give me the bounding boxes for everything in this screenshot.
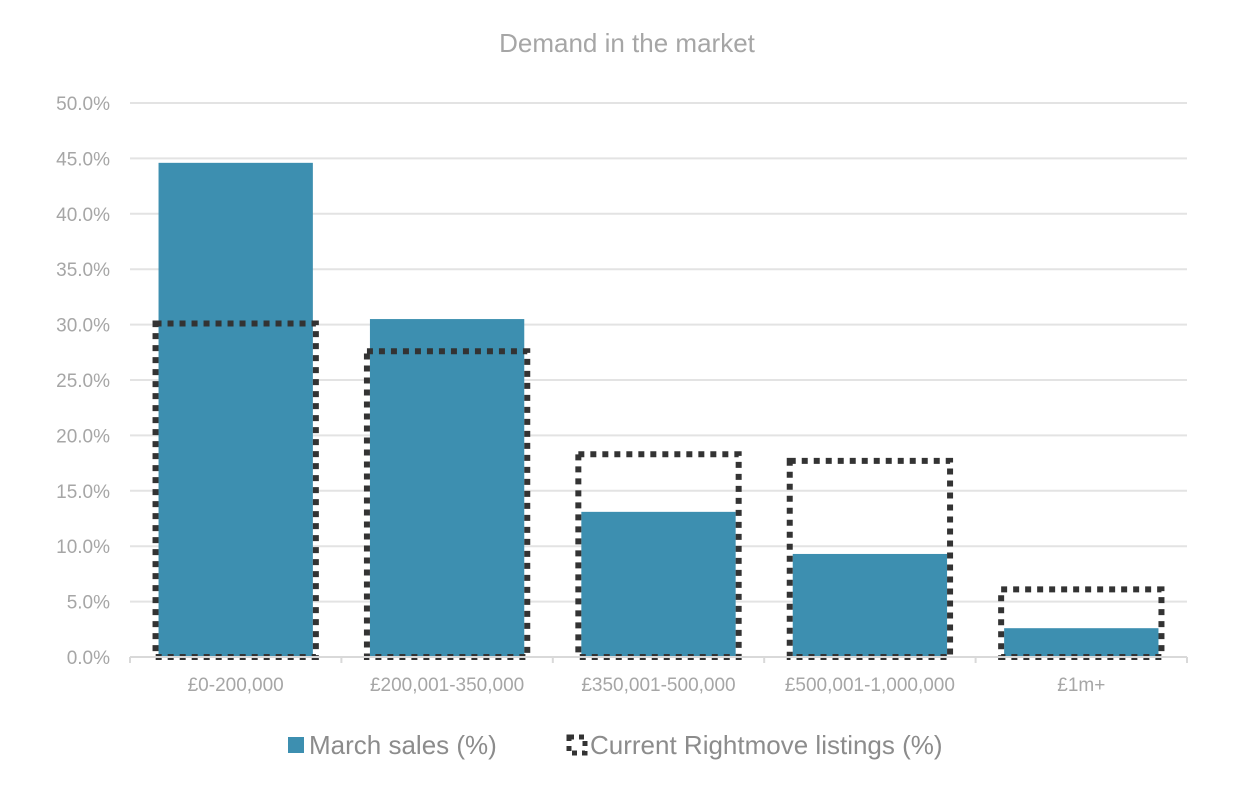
y-tick-label: 20.0%: [56, 426, 110, 447]
y-tick-label: 5.0%: [67, 593, 110, 614]
y-axis-ticks: 0.0% 5.0% 10.0% 15.0% 20.0% 25.0% 30.0% 35.0% 40…: [56, 94, 110, 669]
x-tick-label: £500,001-1,000,000: [785, 675, 955, 696]
y-tick-label: 25.0%: [56, 371, 110, 392]
bar-march-sales: [1004, 628, 1159, 657]
outline-rightmove-listings: [152, 320, 319, 660]
bar-march-sales: [369, 319, 525, 657]
bar-march-sales: [581, 511, 736, 657]
x-tick-label: £200,001-350,000: [370, 675, 524, 696]
legend-label-rightmove-listings: Current Rightmove listings (%): [590, 730, 943, 760]
legend-label-march-sales: March sales (%): [309, 730, 497, 760]
outline-rightmove-listings: [998, 586, 1165, 660]
y-tick-label: 10.0%: [56, 537, 110, 558]
y-tick-label: 30.0%: [56, 316, 110, 337]
x-axis-ticks: £0-200,000 £200,001-350,000 £350,001-500,0…: [188, 675, 1106, 696]
y-tick-label: 35.0%: [56, 260, 110, 281]
legend: March sales (%) Current Rightmove listin…: [288, 730, 943, 760]
outline-rightmove-listings: [363, 348, 531, 660]
y-tick-label: 40.0%: [56, 205, 110, 226]
y-tick-label: 50.0%: [56, 94, 110, 115]
chart-title: Demand in the market: [499, 28, 756, 58]
legend-swatch-rightmove-listings: [566, 734, 588, 756]
x-tick-label: £350,001-500,000: [581, 675, 735, 696]
x-tick-label: £0-200,000: [188, 675, 284, 696]
x-axis: [129, 656, 1188, 663]
legend-swatch-march-sales: [288, 737, 304, 753]
outline-rightmove-listings: [575, 451, 742, 660]
bar-march-sales: [158, 162, 313, 657]
y-tick-label: 0.0%: [67, 648, 110, 669]
y-tick-label: 45.0%: [56, 149, 110, 170]
x-tick-label: £1m+: [1057, 675, 1105, 696]
bar-march-sales: [792, 553, 948, 657]
bars: [158, 162, 1159, 657]
y-tick-label: 15.0%: [56, 482, 110, 503]
